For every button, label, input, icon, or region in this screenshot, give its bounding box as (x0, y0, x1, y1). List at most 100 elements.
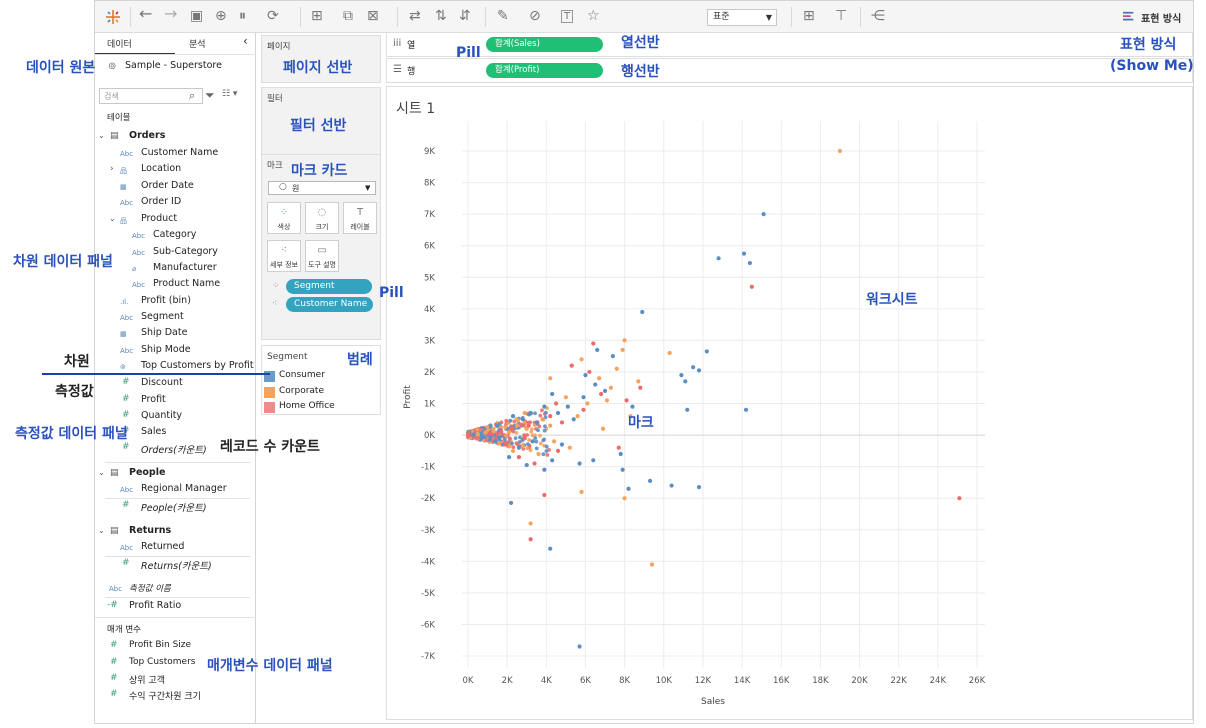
pages-shelf[interactable]: 페이지 (261, 35, 381, 83)
data-point[interactable] (514, 430, 519, 435)
data-point[interactable] (491, 429, 496, 434)
data-point[interactable] (539, 408, 544, 413)
data-point[interactable] (516, 455, 521, 460)
data-point[interactable] (620, 467, 625, 472)
data-point[interactable] (507, 444, 512, 449)
fit-select[interactable]: 표준 ▼ (707, 9, 777, 26)
data-point[interactable] (649, 562, 655, 567)
marks-label-text-button[interactable]: T 레이블 (343, 202, 377, 234)
data-point[interactable] (555, 448, 561, 453)
table-people[interactable]: People (129, 467, 166, 478)
data-point[interactable] (525, 446, 530, 451)
data-point[interactable] (509, 441, 514, 446)
forward-arrow-icon[interactable]: → (164, 4, 178, 23)
data-point[interactable] (602, 388, 608, 393)
dimension-field[interactable]: Location (141, 163, 182, 174)
data-point[interactable] (524, 426, 529, 431)
data-point[interactable] (522, 410, 527, 416)
data-point[interactable] (553, 401, 559, 406)
data-point[interactable] (519, 422, 523, 427)
data-point[interactable] (614, 366, 619, 371)
dimension-field[interactable]: Profit (bin) (141, 295, 191, 306)
dimension-field[interactable]: Ship Mode (141, 344, 191, 355)
data-point[interactable] (542, 492, 547, 498)
data-point[interactable] (516, 445, 521, 450)
data-point[interactable] (622, 338, 627, 343)
data-point[interactable] (545, 453, 550, 457)
data-point[interactable] (508, 500, 514, 506)
data-point[interactable] (577, 461, 582, 466)
data-point[interactable] (593, 382, 598, 387)
field-returns-count[interactable]: Returns(카운트) (141, 561, 212, 572)
rows-pill-profit[interactable]: 합계(Profit) (486, 63, 603, 78)
data-point[interactable] (513, 436, 518, 441)
data-point[interactable] (548, 376, 553, 381)
field-regional-manager[interactable]: Regional Manager (141, 483, 227, 494)
fit-width-icon[interactable]: ⊞ (803, 8, 815, 24)
data-point[interactable] (610, 354, 615, 359)
data-point[interactable] (555, 410, 561, 416)
dimension-field[interactable]: Manufacturer (153, 262, 217, 273)
columns-pill-sales[interactable]: 합계(Sales) (486, 37, 603, 52)
show-me-button[interactable]: 표현 방식 (1141, 14, 1182, 25)
data-point[interactable] (685, 407, 690, 412)
data-point[interactable] (544, 444, 549, 449)
data-point[interactable] (548, 423, 553, 428)
data-point[interactable] (497, 440, 502, 446)
data-point[interactable] (604, 398, 610, 403)
dimension-field[interactable]: Product (141, 213, 178, 224)
data-point[interactable] (616, 445, 621, 450)
search-input[interactable]: 검색 ⌕ (99, 88, 203, 104)
data-point[interactable] (569, 363, 574, 368)
filter-icon[interactable]: ⏷ (205, 88, 215, 102)
data-point[interactable] (628, 414, 633, 419)
data-point[interactable] (667, 350, 672, 356)
data-point[interactable] (599, 391, 604, 397)
data-point[interactable] (679, 372, 684, 378)
data-point[interactable] (528, 537, 533, 542)
marks-detail-button[interactable]: ⁖ 세부 정보 (267, 240, 301, 272)
data-point[interactable] (493, 439, 498, 444)
parameter-field[interactable]: Profit Bin Size (129, 640, 192, 650)
data-point[interactable] (502, 437, 507, 442)
data-point[interactable] (538, 441, 543, 446)
data-point[interactable] (597, 376, 602, 381)
data-point[interactable] (577, 644, 582, 649)
data-point[interactable] (498, 435, 503, 439)
data-point[interactable] (503, 433, 508, 438)
data-point[interactable] (533, 411, 537, 416)
clear-sheet-icon[interactable]: ⊠ (367, 8, 379, 24)
sort-asc-icon[interactable]: ⇅ (435, 8, 447, 24)
collapse-panel-icon[interactable]: ‹ (243, 34, 248, 48)
data-point[interactable] (559, 420, 565, 425)
data-point[interactable] (504, 418, 509, 423)
data-point[interactable] (471, 432, 476, 437)
data-point[interactable] (543, 424, 547, 429)
data-point[interactable] (538, 433, 542, 438)
data-point[interactable] (508, 418, 513, 423)
pause-icon[interactable]: ⏸ (239, 8, 246, 24)
data-point[interactable] (630, 404, 635, 409)
parameter-field[interactable]: 상위 고객 (129, 676, 165, 686)
data-point[interactable] (532, 461, 537, 466)
data-point[interactable] (583, 372, 588, 378)
data-point[interactable] (530, 433, 535, 438)
legend-item[interactable]: Home Office (279, 401, 335, 411)
tab-data[interactable]: 데이터 (107, 40, 132, 50)
field-returned[interactable]: Returned (141, 541, 185, 552)
data-point[interactable] (536, 451, 541, 457)
data-point[interactable] (548, 414, 553, 419)
data-point[interactable] (620, 347, 625, 352)
data-point[interactable] (514, 441, 519, 446)
data-point[interactable] (536, 428, 540, 433)
marks-size-button[interactable]: ◌ 크기 (305, 202, 339, 234)
data-point[interactable] (741, 251, 747, 256)
legend-item[interactable]: Consumer (279, 370, 325, 380)
data-point[interactable] (761, 212, 766, 217)
data-point[interactable] (522, 436, 527, 441)
parameter-field[interactable]: 수익 구간차원 크기 (129, 692, 201, 702)
measure-field[interactable]: Quantity (141, 410, 183, 421)
measure-field[interactable]: Profit (141, 394, 166, 405)
data-point[interactable] (544, 449, 549, 453)
back-arrow-icon[interactable]: ← (139, 4, 153, 23)
